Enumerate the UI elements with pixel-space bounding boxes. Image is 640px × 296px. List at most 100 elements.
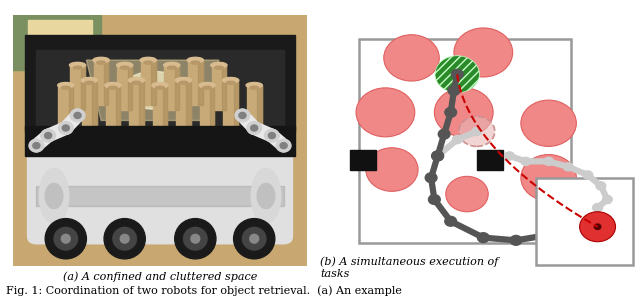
Ellipse shape	[227, 81, 235, 84]
Bar	[175, 65, 179, 110]
Ellipse shape	[93, 57, 109, 63]
Bar	[210, 85, 214, 131]
Ellipse shape	[70, 62, 86, 68]
Circle shape	[425, 173, 437, 183]
Ellipse shape	[61, 86, 70, 89]
Circle shape	[448, 86, 460, 96]
Ellipse shape	[73, 66, 82, 69]
Circle shape	[438, 129, 450, 139]
Bar	[104, 60, 109, 105]
Circle shape	[74, 112, 81, 118]
Circle shape	[563, 163, 573, 171]
Circle shape	[477, 233, 489, 242]
Ellipse shape	[191, 61, 200, 64]
Ellipse shape	[214, 66, 223, 69]
Bar	[70, 65, 85, 110]
Bar	[24, 35, 296, 131]
Circle shape	[70, 109, 85, 122]
Ellipse shape	[45, 218, 86, 259]
Circle shape	[593, 204, 602, 212]
Circle shape	[472, 127, 482, 136]
Bar	[176, 80, 191, 126]
Ellipse shape	[132, 81, 141, 84]
Ellipse shape	[257, 183, 275, 208]
Text: Fig. 1: Coordination of two robots for object retrieval.  (a) An example: Fig. 1: Coordination of two robots for o…	[6, 285, 403, 296]
Bar	[28, 20, 92, 65]
Bar	[116, 85, 120, 131]
Ellipse shape	[188, 57, 204, 63]
Bar	[151, 60, 156, 105]
Ellipse shape	[45, 183, 63, 208]
Bar	[359, 39, 572, 243]
Ellipse shape	[175, 78, 191, 83]
Ellipse shape	[223, 78, 239, 83]
Circle shape	[239, 112, 246, 118]
Bar	[81, 65, 85, 110]
Circle shape	[435, 56, 479, 93]
Bar	[198, 60, 203, 105]
Ellipse shape	[39, 168, 68, 224]
Circle shape	[596, 182, 605, 190]
Circle shape	[544, 157, 554, 165]
Bar	[127, 65, 132, 110]
Ellipse shape	[97, 61, 106, 64]
Circle shape	[432, 151, 444, 161]
Circle shape	[264, 129, 279, 142]
Circle shape	[452, 136, 462, 144]
Bar	[141, 60, 156, 105]
Ellipse shape	[250, 86, 259, 89]
Circle shape	[251, 125, 258, 131]
Circle shape	[433, 152, 442, 160]
Ellipse shape	[234, 218, 275, 259]
Text: (a) A confined and cluttered space: (a) A confined and cluttered space	[63, 271, 257, 282]
Ellipse shape	[168, 66, 176, 69]
Ellipse shape	[179, 81, 188, 84]
Bar	[164, 65, 179, 110]
Ellipse shape	[152, 83, 168, 88]
Ellipse shape	[120, 234, 129, 243]
Bar	[129, 80, 144, 126]
Bar	[222, 65, 227, 110]
Polygon shape	[86, 60, 219, 120]
Circle shape	[446, 176, 488, 212]
Ellipse shape	[252, 168, 281, 224]
Circle shape	[384, 35, 439, 81]
Ellipse shape	[104, 218, 145, 259]
Circle shape	[429, 194, 440, 205]
Circle shape	[521, 157, 531, 165]
Circle shape	[504, 152, 515, 160]
Ellipse shape	[61, 234, 70, 243]
Bar	[117, 65, 132, 110]
Ellipse shape	[85, 81, 94, 84]
Ellipse shape	[164, 62, 180, 68]
Circle shape	[451, 69, 463, 79]
Circle shape	[445, 216, 456, 226]
Bar	[58, 85, 73, 131]
Circle shape	[543, 230, 554, 240]
Circle shape	[247, 122, 262, 134]
Ellipse shape	[116, 62, 132, 68]
Circle shape	[33, 143, 40, 149]
Circle shape	[521, 100, 577, 147]
Bar	[223, 80, 238, 126]
Ellipse shape	[243, 227, 266, 250]
Circle shape	[432, 151, 444, 161]
Bar	[188, 60, 203, 105]
Ellipse shape	[246, 83, 262, 88]
Text: tasks: tasks	[320, 269, 349, 279]
Circle shape	[435, 88, 493, 137]
Bar	[68, 85, 73, 131]
Circle shape	[602, 195, 612, 204]
Ellipse shape	[109, 86, 117, 89]
Circle shape	[356, 88, 415, 137]
Bar	[82, 80, 97, 126]
Ellipse shape	[122, 71, 186, 109]
Bar	[36, 50, 284, 126]
Bar	[163, 85, 168, 131]
Circle shape	[445, 107, 456, 117]
Circle shape	[510, 235, 522, 245]
Circle shape	[580, 212, 616, 242]
Ellipse shape	[199, 83, 215, 88]
FancyBboxPatch shape	[28, 141, 292, 244]
Ellipse shape	[144, 61, 153, 64]
